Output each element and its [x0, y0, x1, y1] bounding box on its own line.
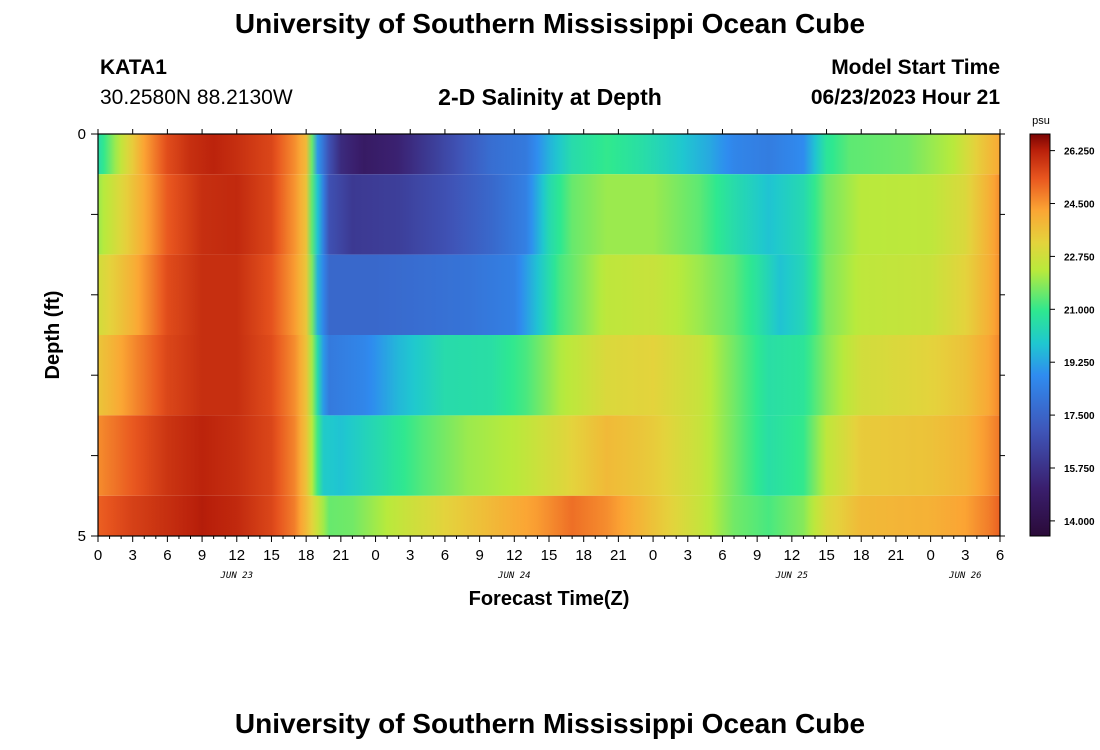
x-tick-label: 3 [684, 547, 692, 564]
x-tick-label: 18 [298, 547, 315, 564]
salinity-layer [98, 415, 1000, 496]
x-tick-label: 0 [371, 547, 379, 564]
x-tick-label: 6 [996, 547, 1004, 564]
colorbar-label: 22.750 [1064, 252, 1095, 263]
x-tick-label: 3 [961, 547, 969, 564]
colorbar-label: 21.000 [1064, 305, 1095, 316]
date-label: JUN 26 [948, 571, 982, 581]
y-tick-label: 5 [78, 528, 86, 545]
x-tick-label: 15 [541, 547, 558, 564]
station-id: KATA1 [100, 56, 167, 79]
date-label: JUN 23 [220, 571, 254, 581]
x-axis-title: Forecast Time(Z) [469, 588, 630, 610]
x-tick-label: 0 [649, 547, 657, 564]
page-title: University of Southern Mississippi Ocean… [234, 8, 866, 39]
x-tick-label: 6 [441, 547, 449, 564]
x-tick-label: 21 [610, 547, 627, 564]
x-tick-label: 3 [406, 547, 414, 564]
colorbar-label: 24.500 [1064, 200, 1095, 211]
colorbar-label: 26.250 [1064, 147, 1095, 158]
x-tick-label: 6 [163, 547, 171, 564]
colorbar-label: 17.500 [1064, 411, 1095, 422]
x-tick-label: 18 [575, 547, 592, 564]
colorbar-label: 15.750 [1064, 464, 1095, 475]
colorbar-label: 14.000 [1064, 517, 1095, 528]
x-tick-label: 0 [926, 547, 934, 564]
x-tick-label: 18 [853, 547, 870, 564]
y-tick-label: 0 [78, 126, 86, 143]
model-start-value: 06/23/2023 Hour 21 [810, 86, 1000, 109]
x-axis: 0 3 6 9 12 15 18 21 0 3 6 9 12 15 18 21 0 3 6 9 12 15 18 21 0 3 6 J… [94, 129, 1004, 581]
x-tick-label: 3 [129, 547, 137, 564]
x-tick-label: 9 [753, 547, 761, 564]
colorbar-unit: psu [1032, 115, 1050, 127]
salinity-layer [98, 174, 1000, 255]
x-tick-label: 9 [198, 547, 206, 564]
colorbar-bar [1029, 133, 1051, 537]
salinity-layer [98, 495, 1000, 536]
x-tick-label: 21 [888, 547, 905, 564]
x-tick-label: 0 [94, 547, 102, 564]
x-tick-label: 15 [263, 547, 280, 564]
x-tick-label: 12 [506, 547, 523, 564]
heatmap-layers [98, 134, 1000, 536]
x-tick-label: 21 [333, 547, 350, 564]
salinity-layer [98, 335, 1000, 416]
chart-title: 2-D Salinity at Depth [438, 84, 662, 110]
y-axis: 05 [78, 126, 1005, 545]
x-tick-label: 12 [228, 547, 245, 564]
y-axis-title: Depth (ft) [42, 291, 64, 380]
date-label: JUN 24 [497, 571, 531, 581]
x-tick-label: 15 [818, 547, 835, 564]
salinity-heatmap-chart: 05 0 3 6 9 12 15 18 21 0 3 6 9 12 15 18 21 0 3 6 9 12 15 18 21 0… [42, 115, 1095, 610]
x-tick-label: 9 [475, 547, 483, 564]
date-label: JUN 25 [775, 571, 809, 581]
x-tick-label: 12 [784, 547, 801, 564]
salinity-layer [98, 134, 1000, 175]
footer-title: University of Southern Mississippi Ocean… [234, 708, 866, 739]
model-start-label: Model Start Time [831, 56, 1000, 79]
colorbar: psu 26.250 24.500 22.750 21.000 19.250 17.500… [1029, 115, 1095, 537]
colorbar-label: 19.250 [1064, 358, 1095, 369]
salinity-layer [98, 254, 1000, 335]
x-tick-label: 6 [718, 547, 726, 564]
station-coordinates: 30.2580N 88.2130W [100, 86, 293, 109]
